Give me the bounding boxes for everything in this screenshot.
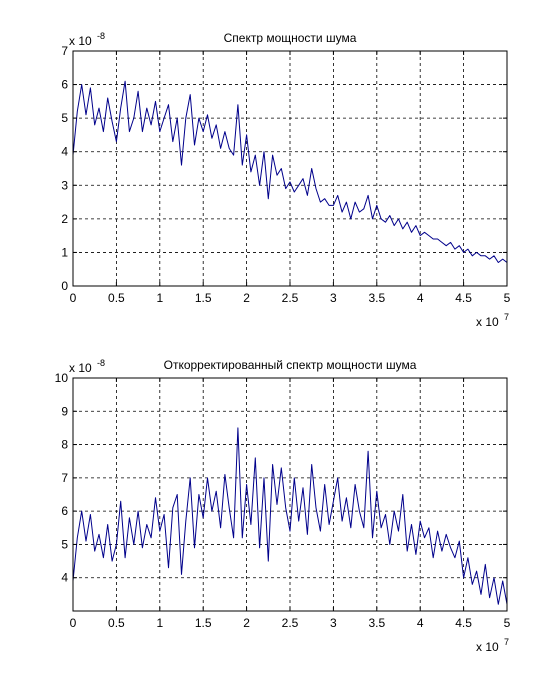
chart-1-y-tick-label-7: 7 xyxy=(61,44,68,58)
chart-2-y-exponent: -8 xyxy=(97,358,105,368)
chart-1-x-multiplier: x 10 xyxy=(476,315,499,329)
chart-1-y-tick-label-5: 5 xyxy=(61,111,68,125)
chart-2-x-tick-label-8: 4 xyxy=(417,616,424,630)
chart-2-title: Откорректированный спектр мощности шума xyxy=(164,358,417,372)
chart-2-x-tick-label-0: 0 xyxy=(70,616,77,630)
chart-1-x-tick-label-9: 4.5 xyxy=(455,291,472,305)
chart-1-series-line-1 xyxy=(73,80,507,263)
chart-1-x-tick-label-4: 2 xyxy=(243,291,250,305)
chart-1-y-exponent: -8 xyxy=(97,31,105,41)
chart-1-y-tick-label-2: 2 xyxy=(61,212,68,226)
chart-2-y-tick-label-2: 6 xyxy=(61,504,68,518)
chart-2-x-tick-label-7: 3.5 xyxy=(368,616,385,630)
chart-1-x-tick-label-7: 3.5 xyxy=(368,291,385,305)
chart-2-x-tick-label-3: 1.5 xyxy=(195,616,212,630)
chart-2-y-tick-label-0: 4 xyxy=(61,571,68,585)
chart-1-x-exponent: 7 xyxy=(504,312,509,322)
chart-2-y-tick-label-6: 10 xyxy=(55,371,69,385)
chart-1-x-tick-label-8: 4 xyxy=(417,291,424,305)
chart-2-y-tick-label-1: 5 xyxy=(61,537,68,551)
chart-2-x-tick-label-9: 4.5 xyxy=(455,616,472,630)
chart-1-y-tick-label-3: 3 xyxy=(61,178,68,192)
chart-1-x-tick-label-0: 0 xyxy=(70,291,77,305)
chart-1-x-tick-label-1: 0.5 xyxy=(108,291,125,305)
chart-2-x-tick-label-5: 2.5 xyxy=(282,616,299,630)
chart-1-y-tick-label-6: 6 xyxy=(61,78,68,92)
chart-1-x-tick-label-5: 2.5 xyxy=(282,291,299,305)
chart-1-x-tick-label-2: 1 xyxy=(156,291,163,305)
chart-1: 0 0.5 1 1.5 2 2.5 3 3.5 4 4.5 5 0 1 2 3 4 5 6 7 Спектр мощн… xyxy=(61,31,510,329)
chart-1-y-tick-label-4: 4 xyxy=(61,145,68,159)
chart-1-x-tick-label-10: 5 xyxy=(504,291,511,305)
chart-2: 0 0.5 1 1.5 2 2.5 3 3.5 4 4.5 5 4 5 6 7 8 9 10 Откорректир… xyxy=(55,358,511,654)
chart-2-series-line-1 xyxy=(73,427,507,605)
chart-2-x-tick-label-4: 2 xyxy=(243,616,250,630)
chart-1-y-tick-label-0: 0 xyxy=(61,279,68,293)
chart-2-y-tick-label-4: 8 xyxy=(61,438,68,452)
chart-2-y-multiplier: x 10 xyxy=(69,361,92,375)
chart-1-x-tick-label-6: 3 xyxy=(330,291,337,305)
chart-2-x-tick-label-1: 0.5 xyxy=(108,616,125,630)
chart-1-x-tick-label-3: 1.5 xyxy=(195,291,212,305)
chart-1-title: Спектр мощности шума xyxy=(224,31,357,45)
chart-2-y-tick-label-5: 9 xyxy=(61,404,68,418)
chart-2-x-multiplier: x 10 xyxy=(476,640,499,654)
chart-2-x-tick-label-6: 3 xyxy=(330,616,337,630)
chart-2-y-tick-label-3: 7 xyxy=(61,471,68,485)
chart-2-x-tick-label-10: 5 xyxy=(504,616,511,630)
chart-1-plot-area xyxy=(73,51,507,286)
chart-1-y-tick-label-1: 1 xyxy=(61,245,68,259)
chart-2-x-tick-label-2: 1 xyxy=(156,616,163,630)
chart-1-y-multiplier: x 10 xyxy=(69,34,92,48)
chart-2-x-exponent: 7 xyxy=(504,637,509,647)
